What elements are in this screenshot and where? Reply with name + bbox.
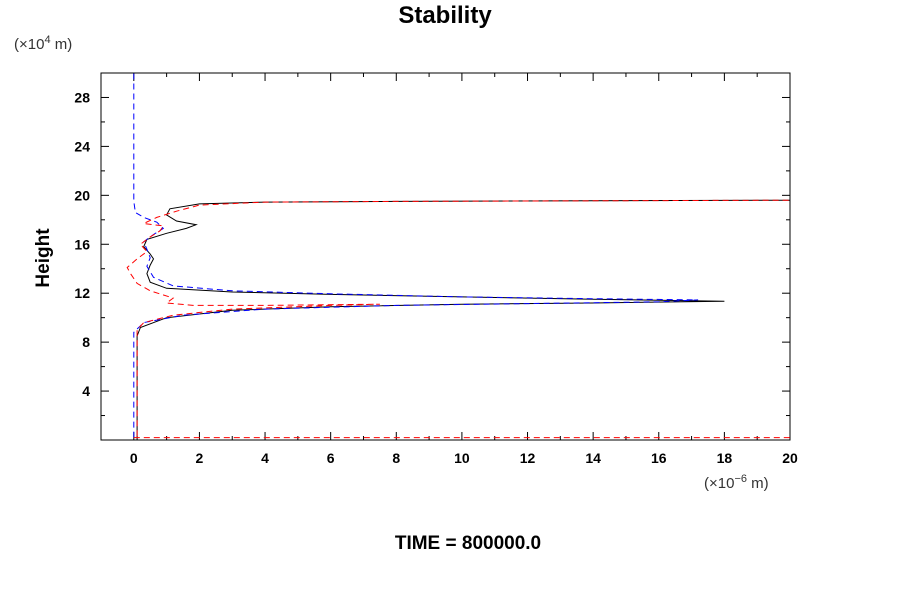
y-tick-label: 12 [74,285,90,301]
y-tick-label: 20 [74,187,90,203]
x-tick-label: 6 [327,450,335,466]
x-tick-label: 14 [585,450,601,466]
x-tick-label: 4 [261,450,269,466]
series-line-0 [136,199,790,440]
series-line-2 [126,199,790,437]
x-tick-label: 20 [782,450,798,466]
x-tick-label: 12 [520,450,536,466]
y-tick-label: 24 [74,138,90,154]
x-tick-label: 10 [454,450,470,466]
x-tick-label: 8 [392,450,400,466]
y-axis-unit: (×104 m) [14,34,72,53]
time-label: TIME = 800000.0 [395,533,541,554]
y-tick-label: 4 [82,383,90,399]
x-tick-label: 18 [717,450,733,466]
x-axis-unit: (×10−6 m) [704,473,769,492]
chart-title: Stability [398,2,492,29]
y-tick-label: 8 [82,334,90,350]
y-tick-label: 28 [74,89,90,105]
y-tick-label: 16 [74,236,90,252]
x-tick-label: 0 [130,450,138,466]
series-line-1 [133,73,699,438]
plot-frame [100,72,791,441]
x-tick-label: 2 [196,450,204,466]
x-tick-label: 16 [651,450,667,466]
y-axis-label: Height [33,228,54,288]
